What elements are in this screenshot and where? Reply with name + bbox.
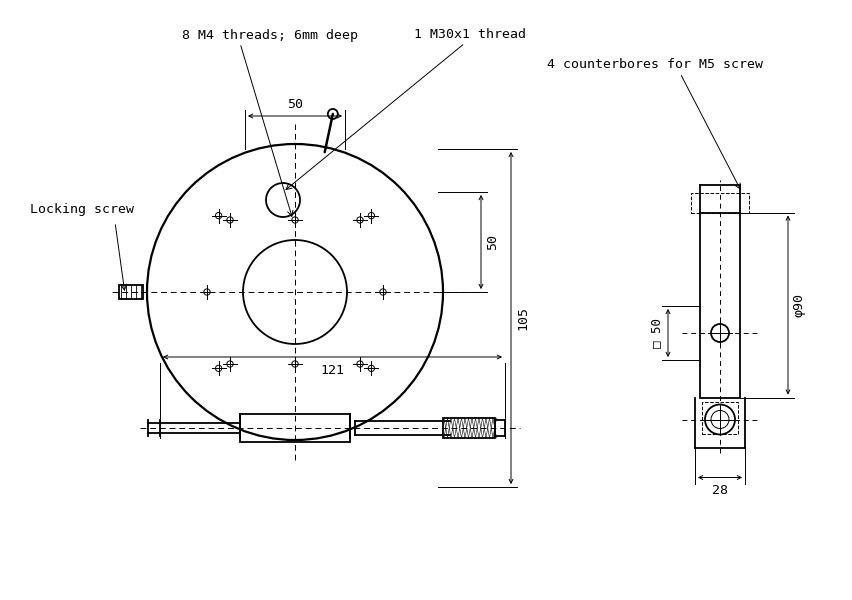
Text: 8 M4 threads; 6mm deep: 8 M4 threads; 6mm deep	[182, 28, 358, 41]
Text: 50: 50	[486, 234, 499, 250]
Bar	[691, 193, 749, 212]
Bar	[443, 418, 495, 438]
Bar	[702, 401, 738, 433]
Text: 121: 121	[320, 364, 344, 377]
Text: Locking screw: Locking screw	[30, 203, 134, 217]
Text: 1 M30x1 thread: 1 M30x1 thread	[414, 28, 526, 41]
Text: □ 50: □ 50	[650, 318, 663, 348]
Bar	[495, 420, 505, 436]
Bar	[119, 285, 143, 299]
Text: 105: 105	[516, 306, 529, 330]
Text: 28: 28	[712, 485, 728, 497]
Text: 50: 50	[287, 98, 303, 111]
Text: φ90: φ90	[793, 293, 806, 317]
Text: 4 counterbores for M5 screw: 4 counterbores for M5 screw	[547, 58, 763, 71]
Bar	[700, 212, 740, 397]
Bar	[240, 414, 350, 442]
